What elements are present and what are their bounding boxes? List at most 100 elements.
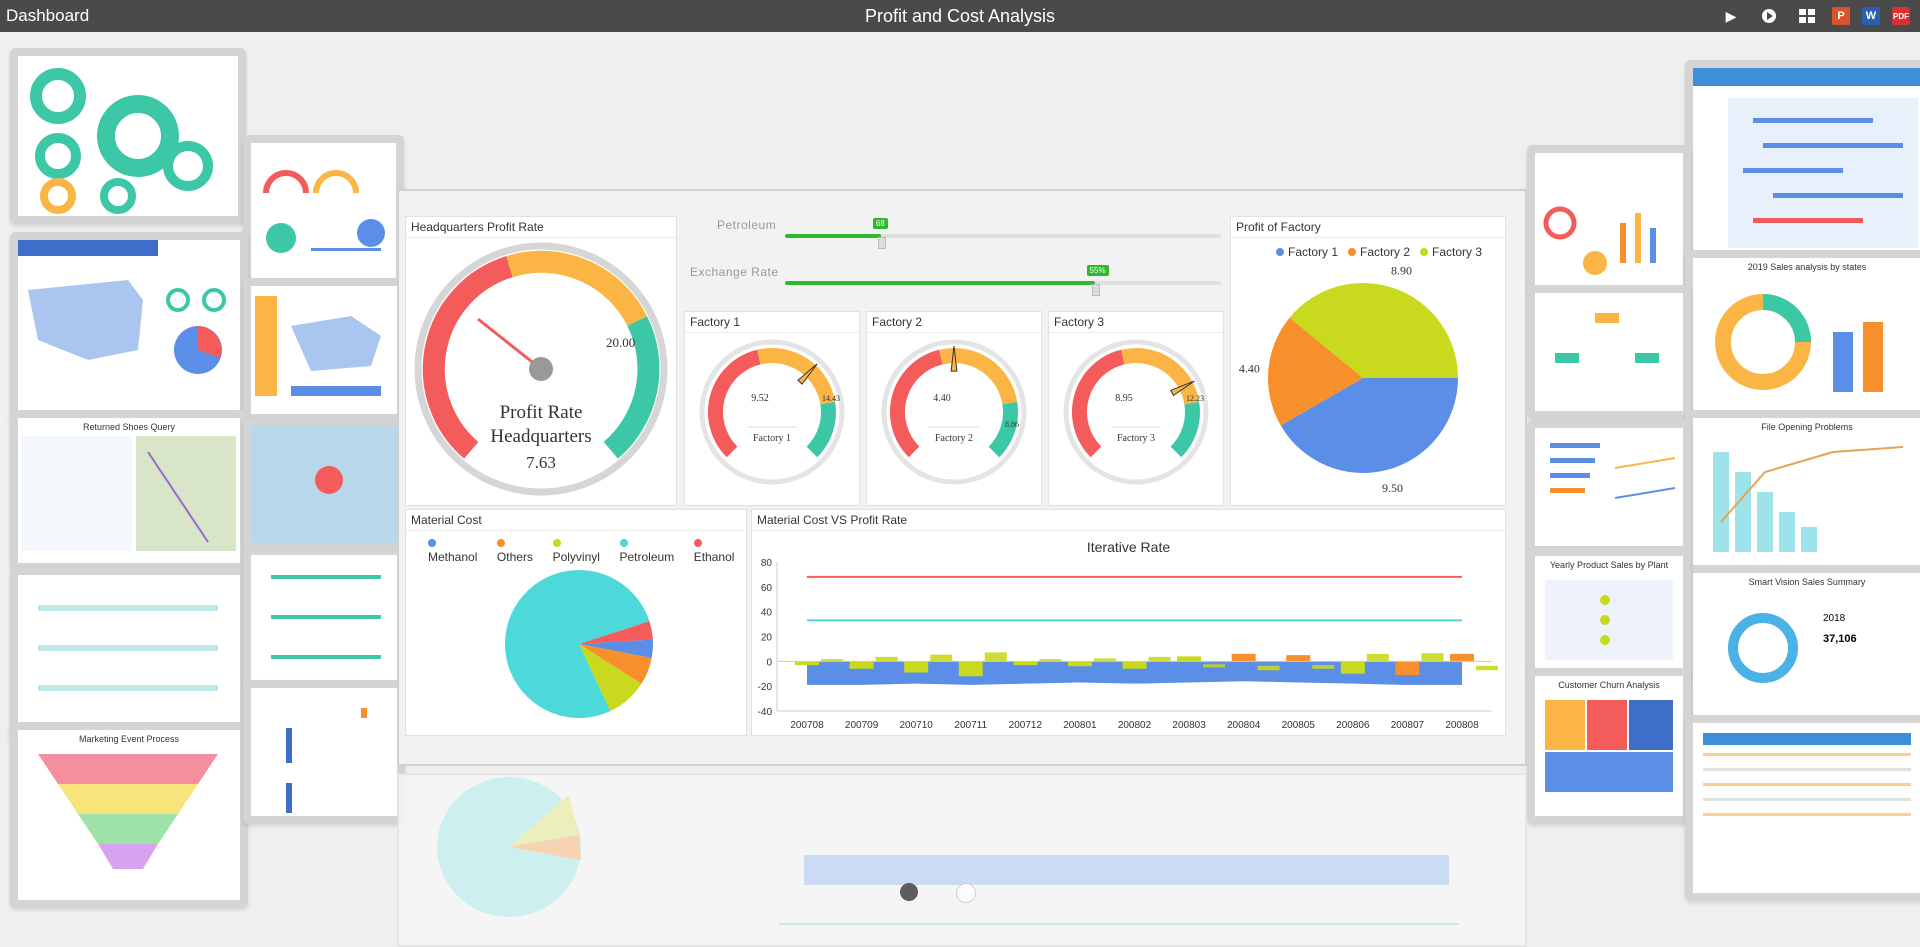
bar-chart-icon (1550, 443, 1676, 499)
thumbnail-diagram[interactable] (1527, 285, 1691, 419)
gauge-rim (699, 339, 845, 485)
legend-item[interactable]: Factory 2 (1348, 245, 1410, 259)
x-tick-label: 200804 (1227, 720, 1261, 731)
bar-secondary (1257, 665, 1280, 671)
thumbnail-us-map[interactable] (10, 232, 248, 420)
grid-icon[interactable] (1794, 5, 1820, 27)
x-tick-label: 200712 (1009, 720, 1043, 731)
legend-item[interactable]: Polyvinyl (552, 536, 612, 564)
thumbnail-dashboard-1[interactable] (10, 48, 246, 224)
factory-2-name: Factory 2 (934, 433, 974, 444)
thumbnail-china-map[interactable] (243, 278, 405, 422)
thumbnail-gantt[interactable] (1685, 60, 1920, 266)
bar-secondary (1476, 665, 1498, 671)
hq-tick-value: 20.00 (606, 335, 636, 350)
exchange-rate-slider[interactable]: 55% (785, 265, 1221, 296)
thumbnail-customer-churn[interactable]: Customer Churn Analysis (1527, 668, 1691, 824)
map-icon (22, 436, 236, 551)
y-tick-label: 80 (761, 558, 773, 569)
factory-1-name: Factory 1 (752, 433, 792, 444)
x-tick-label: 200805 (1282, 720, 1316, 731)
pie-data-label: 9.50 (1382, 481, 1403, 495)
petroleum-slider-handle[interactable] (877, 237, 886, 249)
gauge-rim (881, 339, 1027, 485)
gauge-band (708, 349, 761, 458)
material-cost-panel: Material Cost Methanol Others Polyvinyl … (405, 509, 747, 736)
reflection-chart-icon (437, 775, 1459, 925)
map-icon (255, 296, 381, 396)
thumbnail-process-flow[interactable] (10, 567, 248, 743)
gauge-band (1121, 348, 1200, 405)
dashboard-link[interactable]: Dashboard (6, 6, 90, 25)
factory-3-max: 12.23 (1186, 394, 1204, 403)
profit-of-factory-panel: Profit of Factory Factory 1 Factory 2 Fa… (1230, 216, 1506, 506)
thumbnail-title: 2019 Sales analysis by states (1747, 262, 1867, 272)
pie-slice (505, 570, 650, 718)
factory-3-value: 8.95 (1115, 393, 1133, 404)
x-tick-label: 200808 (1445, 720, 1479, 731)
factory-1-panel: Factory 1 9.52 14.43 Factory 1 (684, 311, 860, 506)
factory-3-panel: Factory 3 8.95 12.23 Factory 3 (1048, 311, 1224, 506)
legend-item[interactable]: Methanol (428, 536, 489, 564)
iterative-rate-chart: 80 60 40 20 0 -20 -40 200708 200709 200710 200711 2… (758, 558, 1498, 731)
play-icon[interactable]: ▶ (1725, 7, 1737, 24)
treemap-icon (1545, 700, 1673, 792)
thumbnail-data-table[interactable] (1685, 715, 1920, 901)
legend-item[interactable]: Factory 1 (1276, 245, 1338, 259)
thumbnail-returned-shoes[interactable]: Returned Shoes Query (10, 410, 248, 571)
thumbnail-product-sales[interactable]: Yearly Product Sales by Plant (1527, 548, 1691, 684)
material-pie-chart (505, 570, 653, 718)
panel-title: Material Cost VS Profit Rate (757, 513, 908, 527)
gauge-needle (797, 363, 818, 385)
thumbnail-smart-vision[interactable]: Smart Vision Sales Summary 2018 37,106 (1685, 565, 1920, 736)
thumbnail-world-map[interactable] (243, 417, 405, 551)
thumbnail-title: Customer Churn Analysis (1558, 680, 1660, 690)
legend-item[interactable]: Others (496, 536, 545, 564)
exchange-value-badge: 55% (1086, 265, 1109, 276)
legend-item[interactable]: Factory 3 (1420, 245, 1482, 259)
thumbnail-gauges-bars[interactable] (1527, 145, 1691, 301)
carousel-dot-active[interactable] (900, 883, 918, 901)
play-circle-icon[interactable] (1756, 5, 1782, 27)
globe-icon (251, 425, 397, 543)
factory-icon (271, 575, 381, 659)
bar (1340, 661, 1365, 674)
thumbnail-dashboard-2[interactable] (243, 135, 404, 286)
x-tick-label: 200709 (845, 720, 879, 731)
petroleum-slider[interactable]: 68 (785, 218, 1221, 249)
material-legend: Methanol Others Polyvinyl Petroleum Etha… (428, 536, 746, 564)
exchange-slider-handle[interactable] (1091, 284, 1100, 296)
y-tick-label: 40 (761, 608, 773, 619)
legend-item[interactable]: Petroleum (619, 536, 686, 564)
legend-item[interactable]: Ethanol (693, 536, 746, 564)
thumbnail-title: Marketing Event Process (78, 734, 180, 744)
thumbnail-sales-by-states[interactable]: 2019 Sales analysis by states (1685, 250, 1920, 421)
cost-vs-rate-panel: Material Cost VS Profit Rate Iterative R… (751, 509, 1506, 736)
thumbnail-marketing-event[interactable]: Marketing Event Process (10, 722, 248, 908)
bar (958, 661, 983, 677)
carousel-dot[interactable] (956, 883, 976, 903)
y-tick-label: 0 (766, 657, 772, 668)
bar-secondary (930, 654, 953, 662)
gauge-needle (1170, 380, 1195, 397)
thumbnail-hbar[interactable] (1527, 420, 1691, 554)
donut-icon (1715, 294, 1883, 392)
hq-label-2: Headquarters (490, 426, 592, 447)
hq-label-1: Profit Rate (499, 402, 583, 423)
factory-1-max: 14.43 (822, 394, 840, 403)
bar-chart-icon (286, 708, 367, 813)
thumbnail-file-opening[interactable]: File Opening Problems (1685, 410, 1920, 576)
gauges-icon (263, 170, 385, 253)
ppt-export-icon[interactable]: P (1832, 7, 1850, 25)
gauge-band (988, 401, 1018, 458)
pdf-export-icon[interactable]: PDF (1892, 7, 1910, 25)
y-tick-label: 20 (761, 633, 773, 644)
x-tick-label: 200806 (1336, 720, 1370, 731)
thumbnail-factory-flow[interactable] (243, 547, 405, 688)
word-export-icon[interactable]: W (1862, 7, 1880, 25)
pie-data-label: 8.90 (1391, 264, 1412, 278)
thumbnail-bar-chart[interactable] (243, 680, 405, 824)
x-tick-label: 200801 (1063, 720, 1097, 731)
bar (904, 661, 929, 673)
bar-secondary (1312, 665, 1335, 669)
